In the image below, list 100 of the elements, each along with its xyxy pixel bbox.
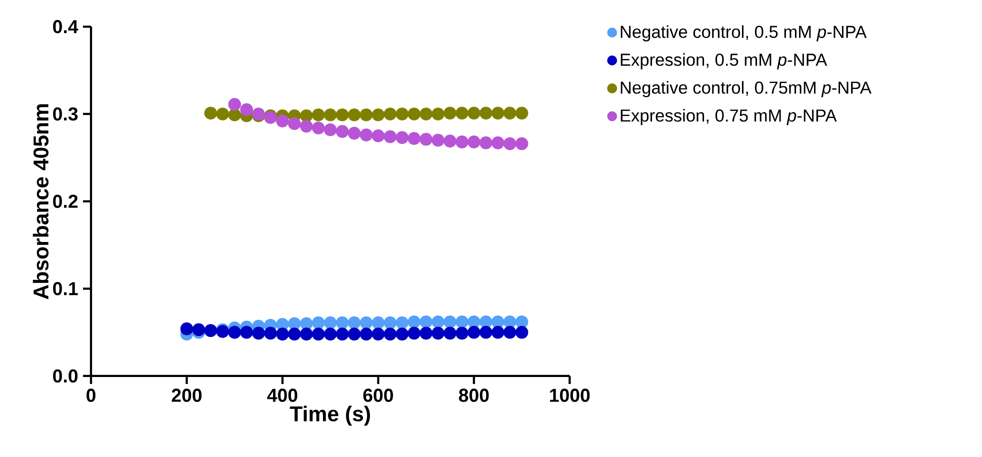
point: [276, 328, 289, 340]
point: [456, 136, 468, 148]
point: [480, 136, 492, 150]
point: [312, 328, 325, 340]
x-axis-title: Time (s): [290, 406, 370, 426]
point: [348, 328, 361, 340]
point: [503, 106, 516, 120]
point: [491, 106, 504, 120]
point: [515, 326, 528, 339]
point: [204, 106, 218, 120]
point: [480, 326, 492, 339]
point: [228, 98, 242, 111]
point: [468, 136, 480, 148]
point: [360, 128, 373, 142]
point: [312, 122, 325, 134]
point: [288, 317, 301, 330]
x-tick-label: 400: [267, 388, 298, 402]
legend-label: Negative control, 0.75mM p-NPA: [620, 81, 872, 98]
legend-label: Expression, 0.75 mM p-NPA: [620, 108, 837, 126]
point: [324, 108, 337, 122]
point: [444, 326, 456, 340]
legend-label: Expression, 0.5 mM p-NPA: [620, 53, 828, 70]
point: [336, 316, 349, 330]
point: [456, 106, 468, 120]
point: [432, 108, 444, 120]
point: [503, 326, 516, 339]
point: [491, 326, 504, 339]
point: [444, 106, 456, 120]
point: [360, 316, 373, 330]
y-tick-label: 0.4: [53, 20, 78, 34]
point: [240, 103, 253, 116]
x-tick-label: 200: [172, 388, 202, 402]
point: [515, 315, 528, 328]
point: [480, 315, 492, 328]
point: [300, 120, 313, 133]
point: [372, 108, 385, 122]
point: [420, 326, 432, 340]
point: [216, 108, 230, 120]
point: [324, 328, 337, 340]
point: [384, 130, 397, 144]
y-axis-title: Absorbance 405nm: [32, 104, 49, 300]
point: [420, 315, 432, 328]
point: [444, 134, 456, 148]
point: [408, 315, 421, 328]
point: [384, 328, 397, 340]
point: [348, 316, 361, 330]
point: [420, 108, 432, 120]
point: [252, 326, 265, 340]
x-tick-label: 1000: [550, 388, 590, 402]
point: [312, 108, 325, 122]
point: [408, 132, 421, 145]
point: [348, 126, 361, 140]
y-tick-label: 0.3: [53, 107, 78, 121]
point: [503, 137, 516, 150]
x-tick-label: 800: [458, 388, 489, 402]
point: [432, 326, 444, 340]
point: [503, 315, 516, 328]
point: [491, 315, 504, 328]
point: [432, 315, 444, 328]
point: [468, 106, 480, 120]
y-tick-label: 0.1: [53, 282, 78, 296]
point: [515, 106, 528, 120]
point: [396, 328, 409, 340]
point: [456, 326, 468, 340]
point: [264, 326, 277, 340]
x-tick-label: 0: [86, 388, 96, 402]
point: [408, 108, 421, 120]
point: [444, 315, 456, 328]
point: [372, 129, 385, 142]
point: [396, 108, 409, 120]
point: [180, 322, 194, 336]
point: [300, 317, 313, 330]
point: [348, 108, 361, 122]
point: [360, 108, 373, 122]
point: [396, 131, 409, 144]
point: [336, 125, 349, 138]
point: [312, 316, 325, 330]
point: [228, 326, 242, 339]
point: [288, 117, 301, 130]
point: [336, 108, 349, 122]
y-tick-label: 0.0: [53, 369, 78, 383]
point: [420, 132, 432, 146]
point: [396, 316, 409, 330]
point: [324, 123, 337, 136]
point: [480, 106, 492, 120]
point: [192, 323, 206, 336]
point: [324, 316, 337, 330]
point: [228, 108, 242, 122]
point: [468, 315, 480, 328]
point: [360, 328, 373, 340]
point: [515, 137, 528, 150]
point: [336, 328, 349, 340]
point: [300, 328, 313, 340]
x-tick-label: 600: [363, 388, 394, 402]
point: [408, 326, 421, 340]
legend-label: Negative control, 0.5 mM p-NPA: [620, 25, 867, 42]
point: [240, 326, 253, 339]
y-tick-label: 0.2: [53, 194, 78, 208]
point: [372, 328, 385, 340]
point: [384, 316, 397, 330]
